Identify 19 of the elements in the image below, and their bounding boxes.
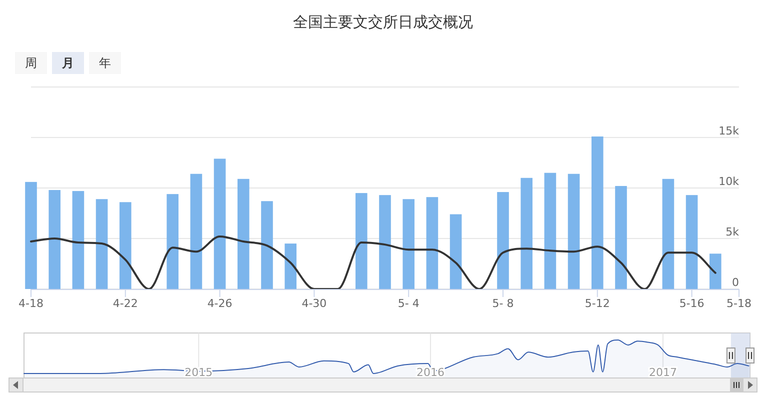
x-tick-label: 4-26 xyxy=(207,297,232,310)
button: 周 xyxy=(15,52,47,74)
button: 月 xyxy=(52,52,84,74)
y-tick-label: 0 xyxy=(732,276,739,289)
x-tick-label: 5- 8 xyxy=(492,297,514,310)
x-tick-label: 5-16 xyxy=(679,297,704,310)
chart-title: 全国主要文交所日成交概况 xyxy=(293,13,473,31)
x-tick-label: 4-30 xyxy=(302,297,327,310)
x-tick-label: 4-22 xyxy=(112,297,138,310)
x-tick-label: 5- 4 xyxy=(398,297,420,310)
button: 年 xyxy=(89,52,121,74)
x-tick-label: 5-12 xyxy=(584,297,610,310)
x-tick-label: 2016 xyxy=(416,366,445,379)
x-tick-label: 4-18 xyxy=(18,297,44,310)
y-tick-label: 10k xyxy=(718,175,740,188)
y-tick-label: 5k xyxy=(726,226,740,238)
y-tick-label: 15k xyxy=(718,124,740,138)
x-tick-label: 2017 xyxy=(648,366,677,379)
x-tick-label: 5-18 xyxy=(726,297,752,310)
